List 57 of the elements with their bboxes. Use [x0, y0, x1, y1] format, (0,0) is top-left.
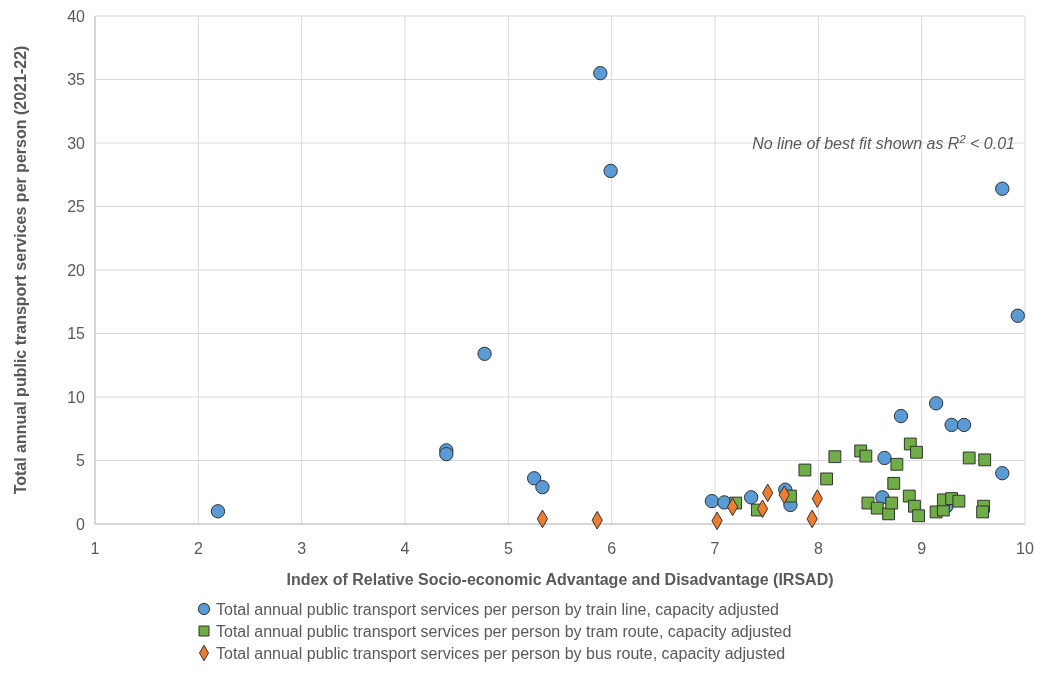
y-tick-label: 25 [67, 198, 86, 216]
point [978, 453, 992, 467]
x-tick-label: 3 [297, 540, 307, 557]
x-tick-label: 2 [193, 540, 203, 557]
y-tick-label: 15 [67, 325, 86, 343]
point [477, 346, 492, 361]
point [976, 505, 990, 519]
y-tick-label: 5 [76, 452, 86, 470]
y-tick-label: 20 [67, 261, 86, 279]
point [870, 501, 884, 515]
point [743, 490, 759, 505]
point [828, 450, 842, 464]
point [902, 489, 916, 503]
point [928, 396, 944, 411]
point [439, 446, 454, 462]
point [603, 163, 618, 179]
legend-label: Total annual public transport services per person by train line, capacity adjusted [216, 600, 779, 618]
point [887, 476, 901, 490]
x-tick-label: 8 [813, 540, 823, 557]
y-tick-label: 35 [67, 71, 86, 89]
y-tick-label: 30 [67, 134, 86, 152]
annotation: No line of best fit shown as R$^{2}$ < 0.01 [752, 133, 1015, 152]
legend-label: Total annual public transport services per person by bus route, capacity adjusted [216, 644, 786, 662]
point [952, 494, 966, 508]
point [956, 417, 972, 433]
x-tick-label: 6 [607, 540, 617, 557]
x-tick-label: 9 [917, 540, 927, 557]
point [885, 496, 899, 510]
point [962, 451, 976, 465]
y-tick-label: 0 [76, 515, 86, 533]
point [910, 445, 923, 459]
point [995, 466, 1010, 481]
point [893, 408, 909, 424]
x-tick-label: 10 [1016, 540, 1034, 557]
x-axis-title: Index of Relative Socio-economic Advantage and Disadvantage (IRSAD) [286, 571, 834, 588]
y-tick-label: 40 [67, 7, 86, 25]
x-tick-label: 1 [90, 540, 100, 557]
point [859, 449, 873, 463]
point [912, 509, 925, 523]
legend-label: Total annual public transport services per person by tram route, capacity adjusted [216, 622, 792, 640]
point [593, 65, 608, 81]
point [535, 480, 550, 495]
point [995, 181, 1010, 196]
point [210, 504, 226, 519]
x-tick-label: 5 [503, 540, 513, 557]
point [877, 450, 892, 466]
y-tick-label: 10 [67, 388, 86, 406]
point [890, 457, 904, 471]
x-tick-label: 4 [400, 540, 410, 557]
point [944, 417, 959, 433]
point [526, 471, 542, 486]
x-tick-label: 7 [710, 540, 720, 557]
point [1010, 308, 1025, 323]
point [704, 493, 720, 509]
y-axis-title: Total annual public transport services per person (2021-22) [12, 45, 29, 495]
point [820, 472, 834, 486]
point [798, 463, 812, 477]
